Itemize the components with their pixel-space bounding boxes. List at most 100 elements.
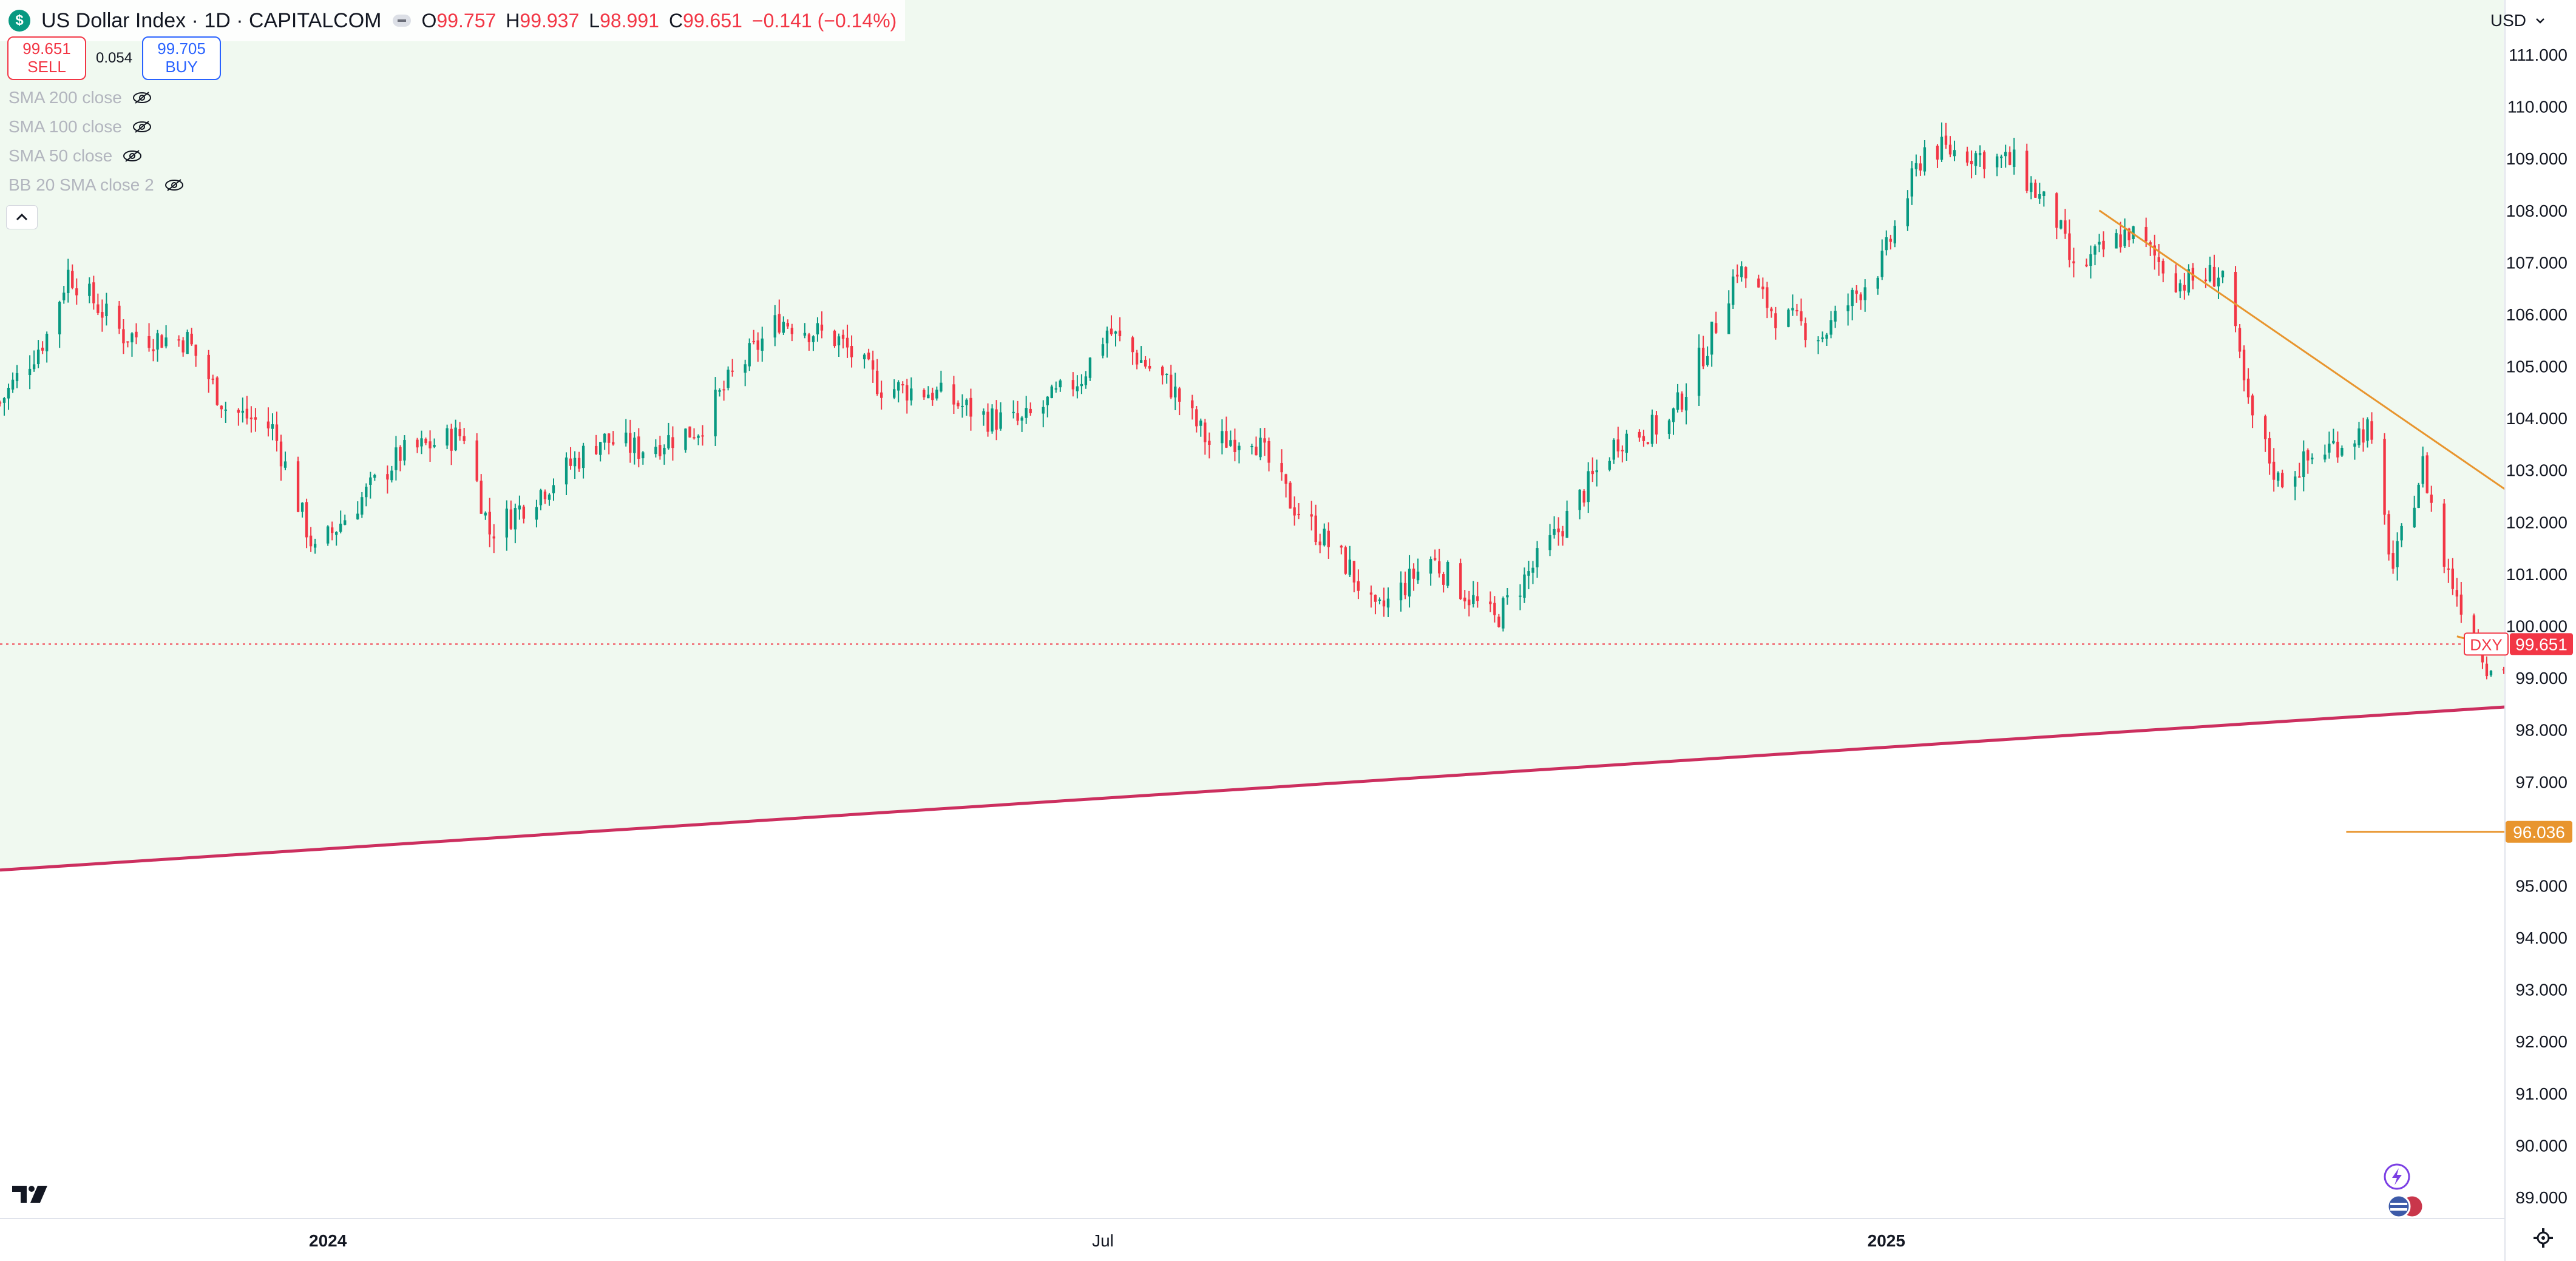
eye-hidden-icon[interactable] <box>164 178 185 192</box>
close-label: C <box>668 9 683 32</box>
candle-body <box>1817 340 1820 342</box>
candle-body <box>71 271 74 288</box>
candle-body <box>1293 507 1296 516</box>
eye-hidden-icon[interactable] <box>132 120 152 134</box>
candle-body <box>1493 603 1496 615</box>
candle-body <box>1204 422 1207 442</box>
dollar-sign-icon[interactable]: $ <box>8 10 30 32</box>
candle-body <box>867 353 870 360</box>
candle-body <box>2123 229 2126 246</box>
collapse-indicators-button[interactable] <box>6 205 38 229</box>
candle-body <box>625 432 628 444</box>
candle-body <box>897 382 900 391</box>
candle-body <box>1191 400 1194 408</box>
candle-body <box>1267 441 1270 463</box>
candle-body <box>1059 380 1062 388</box>
sell-button[interactable]: 99.651 SELL <box>7 36 86 80</box>
candle-body <box>564 457 568 485</box>
candle-body <box>1318 541 1321 546</box>
lightning-icon[interactable] <box>2383 1163 2411 1191</box>
candle-body <box>552 485 555 493</box>
candle-body <box>446 428 449 446</box>
indicator-sma100[interactable]: SMA 100 close <box>8 117 152 137</box>
currency-selector[interactable]: USD <box>2490 11 2546 30</box>
price-tick-label: 97.000 <box>2515 772 2568 791</box>
time-tick-label: Jul <box>1092 1231 1114 1250</box>
candle-body <box>2149 242 2152 245</box>
collapse-legend-icon[interactable] <box>392 15 411 27</box>
candle-body <box>1536 548 1539 567</box>
candle-body <box>2328 444 2331 453</box>
sell-label: SELL <box>27 58 66 76</box>
candle-body <box>1553 529 1556 535</box>
eye-hidden-icon[interactable] <box>122 149 143 163</box>
price-axis[interactable]: 89.000 90.000 91.000 92.000 93.000 94.000 95.0… <box>2504 0 2576 1261</box>
candle-body <box>2332 441 2335 444</box>
chevron-up-icon <box>16 213 28 221</box>
candle-body <box>1446 562 1449 586</box>
candle-body <box>2425 455 2429 493</box>
candle-body <box>361 497 364 515</box>
candle-body <box>2421 456 2424 484</box>
buy-price: 99.705 <box>157 39 206 58</box>
candle-body <box>1732 276 1735 305</box>
candle-body <box>390 470 393 481</box>
candle-body <box>1502 598 1505 629</box>
candle-body <box>1297 513 1300 516</box>
buy-button[interactable]: 99.705 BUY <box>142 36 222 80</box>
candle-body <box>2340 448 2344 456</box>
candle-body <box>1080 384 1083 387</box>
candle-body <box>982 411 985 415</box>
candle-body <box>1996 156 1999 167</box>
candle-body <box>135 331 138 337</box>
price-tick-label: 107.000 <box>2506 253 2568 272</box>
candle-body <box>2472 615 2476 641</box>
candle-body <box>633 438 636 453</box>
candle-body <box>871 360 875 370</box>
candle-body <box>2391 553 2395 569</box>
candle-body <box>1680 393 1684 410</box>
candle-body <box>1940 137 1944 160</box>
candle-body <box>539 490 543 505</box>
channel-fill <box>0 0 2504 870</box>
candle-body <box>1761 286 1764 289</box>
candle-body <box>28 368 32 375</box>
candle-body <box>1408 569 1411 597</box>
settings-gear-icon[interactable] <box>2531 1226 2555 1250</box>
candle-body <box>313 544 317 548</box>
country-flags-icon[interactable] <box>2379 1193 2428 1220</box>
resistance-trendline-line <box>2098 209 2576 539</box>
candles[interactable] <box>0 122 2576 745</box>
candle-body <box>1327 530 1330 547</box>
indicator-bb20[interactable]: BB 20 SMA close 2 <box>8 175 185 195</box>
time-axis[interactable]: 2024 Jul 2025 <box>0 1218 2505 1250</box>
candle-body <box>722 389 725 391</box>
candle-body <box>420 438 423 447</box>
candle-body <box>1974 153 1978 166</box>
price-tick-label: 90.000 <box>2515 1136 2568 1155</box>
time-tick-label: 2024 <box>309 1231 347 1250</box>
candle-body <box>1595 470 1598 473</box>
candle-body <box>386 474 389 480</box>
candle-body <box>1646 442 1650 444</box>
candle-body <box>484 512 487 516</box>
candle-body <box>957 402 960 407</box>
candle-body <box>1323 529 1326 546</box>
candle-body <box>603 433 606 443</box>
tradingview-logo-icon[interactable] <box>11 1182 50 1206</box>
candle-body <box>1054 388 1057 390</box>
candle-body <box>1548 535 1551 550</box>
candle-body <box>41 347 44 351</box>
candle-body <box>1105 330 1109 343</box>
candle-body <box>1978 153 1982 155</box>
candle-body <box>1250 446 1253 448</box>
eye-hidden-icon[interactable] <box>132 90 152 105</box>
indicator-label: SMA 200 close <box>8 88 122 107</box>
candle-body <box>1557 528 1560 533</box>
candle-body <box>820 324 824 331</box>
symbol-title[interactable]: US Dollar Index · 1D · CAPITALCOM <box>41 8 382 32</box>
candle-body <box>1114 331 1117 334</box>
indicator-sma200[interactable]: SMA 200 close <box>8 88 152 107</box>
indicator-sma50[interactable]: SMA 50 close <box>8 146 143 166</box>
